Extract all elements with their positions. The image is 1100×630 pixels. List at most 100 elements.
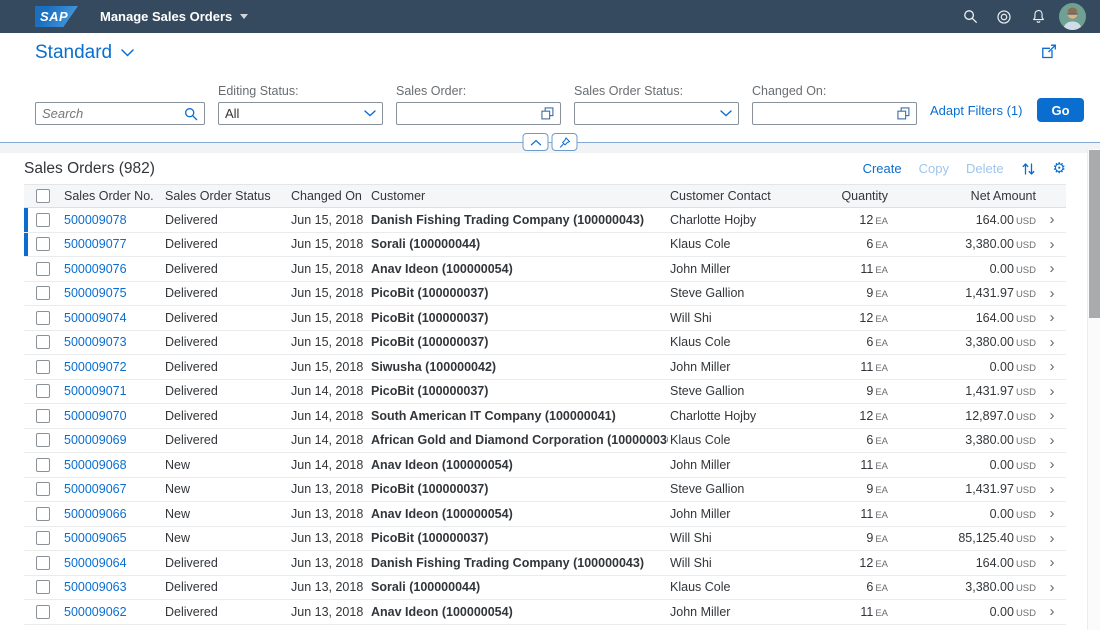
shell-search-button[interactable]: [953, 0, 987, 33]
quantity-cell: 6 EA: [866, 335, 888, 350]
row-chevron-icon[interactable]: ›: [1049, 285, 1055, 301]
row-chevron-icon[interactable]: ›: [1049, 457, 1055, 473]
search-input[interactable]: [42, 106, 172, 121]
table-row[interactable]: 500009065 New Jun 13, 2018 PicoBit (1000…: [24, 526, 1066, 551]
share-icon: [1042, 44, 1056, 59]
collapse-header-button[interactable]: [522, 133, 549, 151]
row-chevron-icon[interactable]: ›: [1049, 408, 1055, 424]
table-row[interactable]: 500009074 Delivered Jun 15, 2018 PicoBit…: [24, 306, 1066, 331]
row-chevron-icon[interactable]: ›: [1049, 334, 1055, 350]
sales-order-link[interactable]: 500009064: [64, 555, 127, 570]
table-row[interactable]: 500009076 Delivered Jun 15, 2018 Anav Id…: [24, 257, 1066, 282]
table-row[interactable]: 500009062 Delivered Jun 13, 2018 Anav Id…: [24, 600, 1066, 625]
row-checkbox[interactable]: [36, 212, 50, 227]
row-chevron-icon[interactable]: ›: [1049, 604, 1055, 620]
row-chevron-icon[interactable]: ›: [1049, 236, 1055, 252]
sales-order-link[interactable]: 500009074: [64, 310, 127, 325]
scrollbar-thumb[interactable]: [1089, 150, 1100, 318]
sales-order-link[interactable]: 500009072: [64, 359, 127, 374]
table-row[interactable]: 500009067 New Jun 13, 2018 PicoBit (1000…: [24, 477, 1066, 502]
row-chevron-icon[interactable]: ›: [1049, 261, 1055, 277]
value-help-icon[interactable]: [897, 107, 910, 120]
sales-order-link[interactable]: 500009071: [64, 384, 127, 399]
sales-order-link[interactable]: 500009067: [64, 482, 127, 497]
table-row[interactable]: 500009073 Delivered Jun 15, 2018 PicoBit…: [24, 330, 1066, 355]
row-chevron-icon[interactable]: ›: [1049, 310, 1055, 326]
page-header: Standard: [0, 33, 1100, 70]
row-chevron-icon[interactable]: ›: [1049, 555, 1055, 571]
row-checkbox[interactable]: [36, 555, 50, 570]
row-checkbox[interactable]: [36, 457, 50, 472]
copy-button[interactable]: Copy: [918, 161, 949, 176]
row-chevron-icon[interactable]: ›: [1049, 579, 1055, 595]
row-chevron-icon[interactable]: ›: [1049, 383, 1055, 399]
go-button[interactable]: Go: [1037, 98, 1084, 122]
sales-order-link[interactable]: 500009076: [64, 261, 127, 276]
sales-order-link[interactable]: 500009063: [64, 580, 127, 595]
row-checkbox[interactable]: [36, 482, 50, 497]
row-checkbox[interactable]: [36, 310, 50, 325]
app-title-menu[interactable]: Manage Sales Orders: [100, 9, 249, 24]
row-chevron-icon[interactable]: ›: [1049, 212, 1055, 228]
table-row[interactable]: 500009071 Delivered Jun 14, 2018 PicoBit…: [24, 379, 1066, 404]
changed-on-input[interactable]: [759, 106, 887, 121]
row-checkbox[interactable]: [36, 384, 50, 399]
editing-status-select[interactable]: All: [218, 102, 383, 125]
table-row[interactable]: 500009066 New Jun 13, 2018 Anav Ideon (1…: [24, 502, 1066, 527]
row-checkbox[interactable]: [36, 261, 50, 276]
select-all-checkbox[interactable]: [36, 189, 50, 203]
sales-order-link[interactable]: 500009069: [64, 433, 127, 448]
row-checkbox[interactable]: [36, 335, 50, 350]
sales-order-link[interactable]: 500009065: [64, 531, 127, 546]
sales-order-input[interactable]: [403, 106, 531, 121]
table-row[interactable]: 500009077 Delivered Jun 15, 2018 Sorali …: [24, 232, 1066, 257]
variant-selector[interactable]: Standard: [35, 42, 134, 64]
table-row[interactable]: 500009063 Delivered Jun 13, 2018 Sorali …: [24, 575, 1066, 600]
value-help-icon[interactable]: [541, 107, 554, 120]
row-checkbox[interactable]: [36, 604, 50, 619]
sales-order-link[interactable]: 500009062: [64, 604, 127, 619]
sales-order-link[interactable]: 500009073: [64, 335, 127, 350]
row-checkbox[interactable]: [36, 433, 50, 448]
quantity-cell: 11 EA: [860, 359, 888, 374]
user-avatar[interactable]: [1059, 3, 1086, 30]
share-button[interactable]: [1041, 44, 1057, 65]
create-button[interactable]: Create: [862, 161, 902, 176]
delete-button[interactable]: Delete: [965, 161, 1004, 176]
search-icon[interactable]: [184, 107, 198, 121]
sales-order-status-select[interactable]: [574, 102, 739, 125]
notifications-button[interactable]: [1021, 0, 1055, 33]
adapt-filters-link[interactable]: Adapt Filters (1): [930, 102, 1023, 118]
sales-order-link[interactable]: 500009066: [64, 506, 127, 521]
net-amount-cell: 0.00 USD: [989, 506, 1036, 521]
row-checkbox[interactable]: [36, 359, 50, 374]
settings-gear-icon[interactable]: ⚙: [1052, 159, 1066, 177]
sales-order-link[interactable]: 500009078: [64, 212, 127, 227]
row-chevron-icon[interactable]: ›: [1049, 432, 1055, 448]
row-chevron-icon[interactable]: ›: [1049, 506, 1055, 522]
row-checkbox[interactable]: [36, 286, 50, 301]
table-row[interactable]: 500009078 Delivered Jun 15, 2018 Danish …: [24, 208, 1066, 233]
table-row[interactable]: 500009072 Delivered Jun 15, 2018 Siwusha…: [24, 355, 1066, 380]
copilot-button[interactable]: [987, 0, 1021, 33]
table-row[interactable]: 500009064 Delivered Jun 13, 2018 Danish …: [24, 551, 1066, 576]
table-row[interactable]: 500009068 New Jun 14, 2018 Anav Ideon (1…: [24, 453, 1066, 478]
row-checkbox[interactable]: [36, 531, 50, 546]
sales-order-link[interactable]: 500009077: [64, 237, 127, 252]
table-row[interactable]: 500009070 Delivered Jun 14, 2018 South A…: [24, 404, 1066, 429]
vertical-scrollbar[interactable]: [1087, 149, 1100, 630]
row-checkbox[interactable]: [36, 580, 50, 595]
row-checkbox[interactable]: [36, 506, 50, 521]
sales-order-link[interactable]: 500009070: [64, 408, 127, 423]
row-checkbox[interactable]: [36, 237, 50, 252]
row-chevron-icon[interactable]: ›: [1049, 359, 1055, 375]
sales-order-link[interactable]: 500009075: [64, 286, 127, 301]
pin-header-button[interactable]: [551, 133, 578, 151]
row-chevron-icon[interactable]: ›: [1049, 481, 1055, 497]
table-row[interactable]: 500009075 Delivered Jun 15, 2018 PicoBit…: [24, 281, 1066, 306]
table-row[interactable]: 500009069 Delivered Jun 14, 2018 African…: [24, 428, 1066, 453]
row-chevron-icon[interactable]: ›: [1049, 530, 1055, 546]
sales-order-link[interactable]: 500009068: [64, 457, 127, 472]
row-checkbox[interactable]: [36, 408, 50, 423]
sort-icon[interactable]: [1021, 162, 1036, 176]
